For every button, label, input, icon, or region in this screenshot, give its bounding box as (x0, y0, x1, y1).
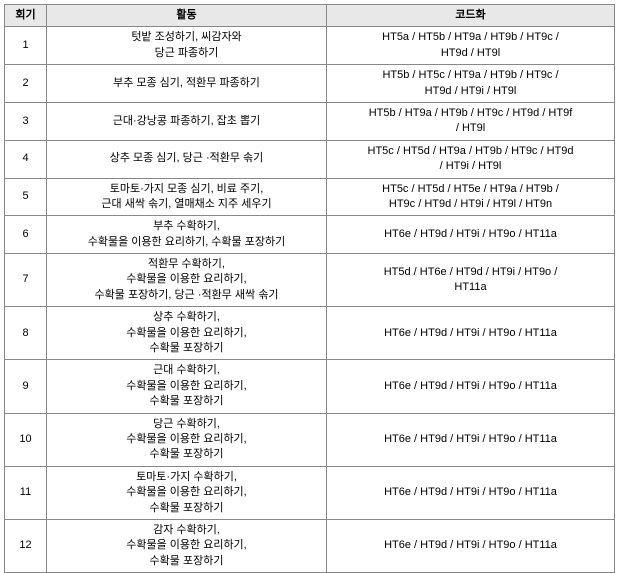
activity-line: 부추 모종 심기, 적환무 파종하기 (51, 76, 322, 91)
cell-code: HT6e / HT9d / HT9i / HT9o / HT11a (327, 216, 615, 254)
table-row: 7적환무 수확하기,수확물을 이용한 요리하기,수확물 포장하기, 당근 ·적환… (5, 254, 615, 307)
activity-line: 수확물을 이용한 요리하기, (51, 538, 322, 553)
cell-activity: 부추 모종 심기, 적환무 파종하기 (47, 65, 327, 103)
activity-line: 수확물을 이용한 요리하기, 수확물 포장하기 (51, 235, 322, 250)
activity-line: 수확물 포장하기 (51, 501, 322, 516)
table-row: 6부추 수확하기,수확물을 이용한 요리하기, 수확물 포장하기HT6e / H… (5, 216, 615, 254)
code-line: HT5b / HT5c / HT9a / HT9b / HT9c / (331, 68, 610, 83)
table-row: 8상추 수확하기,수확물을 이용한 요리하기,수확물 포장하기HT6e / HT… (5, 307, 615, 360)
activity-line: 수확물을 이용한 요리하기, (51, 379, 322, 394)
code-line: HT5a / HT5b / HT9a / HT9b / HT9c / (331, 30, 610, 45)
table-row: 9근대 수확하기,수확물을 이용한 요리하기,수확물 포장하기HT6e / HT… (5, 360, 615, 413)
cell-code: HT5b / HT5c / HT9a / HT9b / HT9c /HT9d /… (327, 65, 615, 103)
cell-num: 12 (5, 519, 47, 572)
cell-activity: 감자 수확하기,수확물을 이용한 요리하기,수확물 포장하기 (47, 519, 327, 572)
table-row: 3 근대·강낭콩 파종하기, 잡초 뽑기 HT5b / HT9a / HT9b / … (5, 102, 615, 140)
cell-activity: 부추 수확하기,수확물을 이용한 요리하기, 수확물 포장하기 (47, 216, 327, 254)
activity-line: 상추 수확하기, (51, 310, 322, 325)
activity-line: 수확물을 이용한 요리하기, (51, 326, 322, 341)
code-line: HT6e / HT9d / HT9i / HT9o / HT11a (331, 379, 610, 394)
code-line: HT9c / HT9d / HT9i / HT9l / HT9n (331, 197, 610, 212)
code-line: HT6e / HT9d / HT9i / HT9o / HT11a (331, 326, 610, 341)
cell-num: 5 (5, 178, 47, 216)
table-row: 4 상추 모종 심기, 당근 ·적환무 솎기 HT5c / HT5d / HT9a … (5, 140, 615, 178)
code-line: HT11a (331, 280, 610, 295)
cell-code: HT5a / HT5b / HT9a / HT9b / HT9c /HT9d /… (327, 27, 615, 65)
activity-line: 수확물 포장하기, 당근 ·적환무 새싹 솎기 (51, 288, 322, 303)
table-row: 10당근 수확하기,수확물을 이용한 요리하기,수확물 포장하기HT6e / H… (5, 413, 615, 466)
code-line: HT9d / HT9l (331, 46, 610, 61)
activity-code-table: 회기 활동 코드화 1텃밭 조성하기, 씨감자와당근 파종하기HT5a / HT… (4, 4, 615, 573)
cell-activity: 상추 모종 심기, 당근 ·적환무 솎기 (47, 140, 327, 178)
cell-num: 7 (5, 254, 47, 307)
activity-line: 수확물 포장하기 (51, 341, 322, 356)
cell-code: HT6e / HT9d / HT9i / HT9o / HT11a (327, 360, 615, 413)
activity-line: 텃밭 조성하기, 씨감자와 (51, 30, 322, 45)
code-line: HT6e / HT9d / HT9i / HT9o / HT11a (331, 432, 610, 447)
table-header-row: 회기 활동 코드화 (5, 5, 615, 27)
table-row: 2 부추 모종 심기, 적환무 파종하기 HT5b / HT5c / HT9a / … (5, 65, 615, 103)
cell-num: 2 (5, 65, 47, 103)
cell-code: HT5c / HT5d / HT5e / HT9a / HT9b /HT9c /… (327, 178, 615, 216)
activity-line: 당근 수확하기, (51, 417, 322, 432)
cell-code: HT6e / HT9d / HT9i / HT9o / HT11a (327, 519, 615, 572)
table-row: 1텃밭 조성하기, 씨감자와당근 파종하기HT5a / HT5b / HT9a … (5, 27, 615, 65)
cell-activity: 적환무 수확하기,수확물을 이용한 요리하기,수확물 포장하기, 당근 ·적환무… (47, 254, 327, 307)
activity-line: 근대 새싹 솎기, 열매채소 지주 세우기 (51, 197, 322, 212)
cell-num: 8 (5, 307, 47, 360)
activity-line: 수확물 포장하기 (51, 447, 322, 462)
cell-code: HT6e / HT9d / HT9i / HT9o / HT11a (327, 466, 615, 519)
cell-code: HT5b / HT9a / HT9b / HT9c / HT9d / HT9f/… (327, 102, 615, 140)
header-code: 코드화 (327, 5, 615, 27)
code-line: HT6e / HT9d / HT9i / HT9o / HT11a (331, 538, 610, 553)
code-line: HT5c / HT5d / HT5e / HT9a / HT9b / (331, 182, 610, 197)
code-line: / HT9l (331, 121, 610, 136)
activity-line: 당근 파종하기 (51, 46, 322, 61)
cell-num: 10 (5, 413, 47, 466)
activity-line: 수확물 포장하기 (51, 394, 322, 409)
cell-activity: 근대 수확하기,수확물을 이용한 요리하기,수확물 포장하기 (47, 360, 327, 413)
activity-line: 수확물을 이용한 요리하기, (51, 272, 322, 287)
cell-activity: 상추 수확하기,수확물을 이용한 요리하기,수확물 포장하기 (47, 307, 327, 360)
cell-num: 6 (5, 216, 47, 254)
cell-code: HT5d / HT6e / HT9d / HT9i / HT9o /HT11a (327, 254, 615, 307)
activity-line: 수확물을 이용한 요리하기, (51, 432, 322, 447)
cell-activity: 근대·강낭콩 파종하기, 잡초 뽑기 (47, 102, 327, 140)
cell-code: HT5c / HT5d / HT9a / HT9b / HT9c / HT9d/… (327, 140, 615, 178)
cell-num: 4 (5, 140, 47, 178)
cell-activity: 당근 수확하기,수확물을 이용한 요리하기,수확물 포장하기 (47, 413, 327, 466)
activity-line: 토마토·가지 모종 심기, 비료 주기, (51, 182, 322, 197)
code-line: HT6e / HT9d / HT9i / HT9o / HT11a (331, 485, 610, 500)
cell-code: HT6e / HT9d / HT9i / HT9o / HT11a (327, 413, 615, 466)
code-line: HT5c / HT5d / HT9a / HT9b / HT9c / HT9d (331, 144, 610, 159)
activity-line: 부추 수확하기, (51, 219, 322, 234)
cell-num: 3 (5, 102, 47, 140)
activity-line: 적환무 수확하기, (51, 257, 322, 272)
cell-num: 9 (5, 360, 47, 413)
cell-num: 1 (5, 27, 47, 65)
code-line: HT5d / HT6e / HT9d / HT9i / HT9o / (331, 265, 610, 280)
cell-activity: 토마토·가지 수확하기,수확물을 이용한 요리하기,수확물 포장하기 (47, 466, 327, 519)
cell-activity: 텃밭 조성하기, 씨감자와당근 파종하기 (47, 27, 327, 65)
activity-line: 수확물 포장하기 (51, 554, 322, 569)
activity-line: 근대·강낭콩 파종하기, 잡초 뽑기 (51, 114, 322, 129)
header-activity: 활동 (47, 5, 327, 27)
code-line: HT5b / HT9a / HT9b / HT9c / HT9d / HT9f (331, 106, 610, 121)
activity-line: 감자 수확하기, (51, 523, 322, 538)
activity-line: 토마토·가지 수확하기, (51, 470, 322, 485)
cell-activity: 토마토·가지 모종 심기, 비료 주기,근대 새싹 솎기, 열매채소 지주 세우… (47, 178, 327, 216)
table-row: 12감자 수확하기,수확물을 이용한 요리하기,수확물 포장하기HT6e / H… (5, 519, 615, 572)
activity-line: 수확물을 이용한 요리하기, (51, 485, 322, 500)
code-line: / HT9i / HT9l (331, 159, 610, 174)
activity-line: 근대 수확하기, (51, 363, 322, 378)
header-num: 회기 (5, 5, 47, 27)
activity-line: 상추 모종 심기, 당근 ·적환무 솎기 (51, 151, 322, 166)
table-row: 5토마토·가지 모종 심기, 비료 주기,근대 새싹 솎기, 열매채소 지주 세… (5, 178, 615, 216)
code-line: HT6e / HT9d / HT9i / HT9o / HT11a (331, 227, 610, 242)
cell-code: HT6e / HT9d / HT9i / HT9o / HT11a (327, 307, 615, 360)
cell-num: 11 (5, 466, 47, 519)
code-line: HT9d / HT9i / HT9l (331, 84, 610, 99)
table-row: 11토마토·가지 수확하기,수확물을 이용한 요리하기,수확물 포장하기HT6e… (5, 466, 615, 519)
